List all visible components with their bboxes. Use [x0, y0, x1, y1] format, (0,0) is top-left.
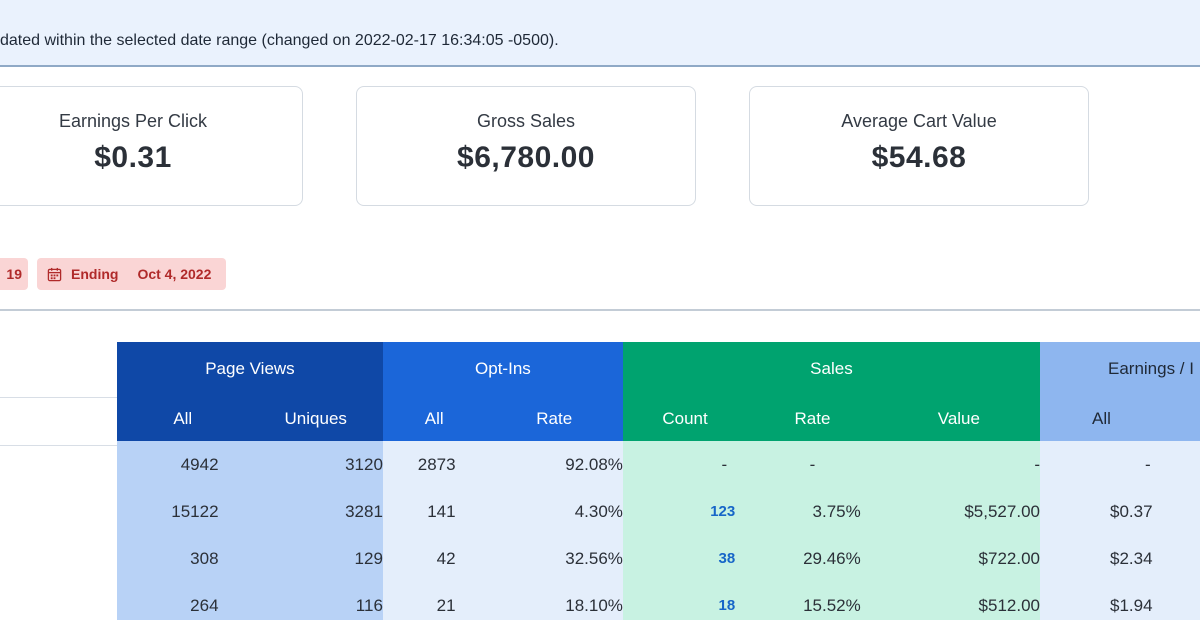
cell: 264: [117, 582, 249, 620]
cell: 3120: [248, 441, 383, 488]
cell: 141: [382, 488, 486, 535]
card-label: Earnings Per Click: [58, 111, 208, 131]
date-range-notice: dated within the selected date range (ch…: [0, 0, 1200, 67]
column-header[interactable]: All: [117, 396, 249, 441]
card-label: Average Cart Value: [841, 111, 997, 131]
row-divider: [0, 397, 117, 398]
cell: 2873: [382, 441, 486, 488]
cell: 42: [382, 535, 486, 582]
ending-date-pill[interactable]: Ending Oct 4, 2022: [37, 258, 226, 290]
average-cart-value-card: Average Cart Value $54.68: [749, 86, 1089, 206]
group-header-earnings: Earnings / I: [1039, 342, 1200, 396]
section-divider: [0, 309, 1200, 311]
cell: 4.30%: [485, 488, 623, 535]
column-header[interactable]: Value: [877, 396, 1040, 441]
card-label: Gross Sales: [476, 111, 576, 131]
cell: $0.37: [1039, 488, 1200, 535]
sales-count-link[interactable]: 38: [622, 535, 748, 582]
column-header[interactable]: All: [1039, 396, 1200, 441]
cell: -: [1039, 441, 1200, 488]
gross-sales-card: Gross Sales $6,780.00: [356, 86, 696, 206]
column-header[interactable]: Uniques: [248, 396, 383, 441]
ending-date: Oct 4, 2022: [137, 266, 212, 282]
stats-table: Page Views Opt-Ins Sales Earnings / I Al…: [117, 342, 1200, 620]
cell: 21: [382, 582, 486, 620]
cell: $2.34: [1039, 535, 1200, 582]
card-value: $0.31: [94, 141, 172, 174]
cell: 116: [248, 582, 383, 620]
cell: -: [747, 441, 878, 488]
cell: $1.94: [1039, 582, 1200, 620]
sales-count-link[interactable]: 18: [622, 582, 748, 620]
cell: 3281: [248, 488, 383, 535]
cell: 29.46%: [747, 535, 878, 582]
cell: 18.10%: [485, 582, 623, 620]
cell: 129: [248, 535, 383, 582]
table-row: 264 116 21 18.10% 18 15.52% $512.00 $1.9…: [117, 582, 1200, 620]
table-row: 308 129 42 32.56% 38 29.46% $722.00 $2.3…: [117, 535, 1200, 582]
column-header[interactable]: All: [382, 396, 486, 441]
group-header-sales: Sales: [622, 342, 1040, 396]
cell: $722.00: [877, 535, 1040, 582]
ending-label: Ending: [71, 266, 119, 282]
group-header-page-views: Page Views: [117, 342, 383, 396]
card-value: $54.68: [871, 141, 967, 174]
column-header[interactable]: Rate: [747, 396, 878, 441]
notice-text: dated within the selected date range (ch…: [0, 32, 559, 49]
cell: $5,527.00: [877, 488, 1040, 535]
cell: 308: [117, 535, 249, 582]
earnings-per-click-card: Earnings Per Click $0.31: [0, 86, 303, 206]
table-row: 15122 3281 141 4.30% 123 3.75% $5,527.00…: [117, 488, 1200, 535]
cell: 3.75%: [747, 488, 878, 535]
cell: 15.52%: [747, 582, 878, 620]
calendar-icon: [47, 267, 62, 281]
row-divider: [0, 445, 117, 446]
cell: 32.56%: [485, 535, 623, 582]
column-header[interactable]: Count: [622, 396, 748, 441]
start-date-pill[interactable]: 19: [0, 258, 28, 290]
column-header[interactable]: Rate: [485, 396, 623, 441]
table-row: 4942 3120 2873 92.08% - - - -: [117, 441, 1200, 488]
sales-count-link[interactable]: 123: [622, 488, 748, 535]
group-header-opt-ins: Opt-Ins: [382, 342, 623, 396]
cell: 92.08%: [485, 441, 623, 488]
cell: -: [622, 441, 748, 488]
cell: 15122: [117, 488, 249, 535]
cell: 4942: [117, 441, 249, 488]
cell: $512.00: [877, 582, 1040, 620]
start-date-fragment: 19: [6, 266, 22, 282]
card-value: $6,780.00: [457, 141, 595, 174]
cell: -: [877, 441, 1040, 488]
